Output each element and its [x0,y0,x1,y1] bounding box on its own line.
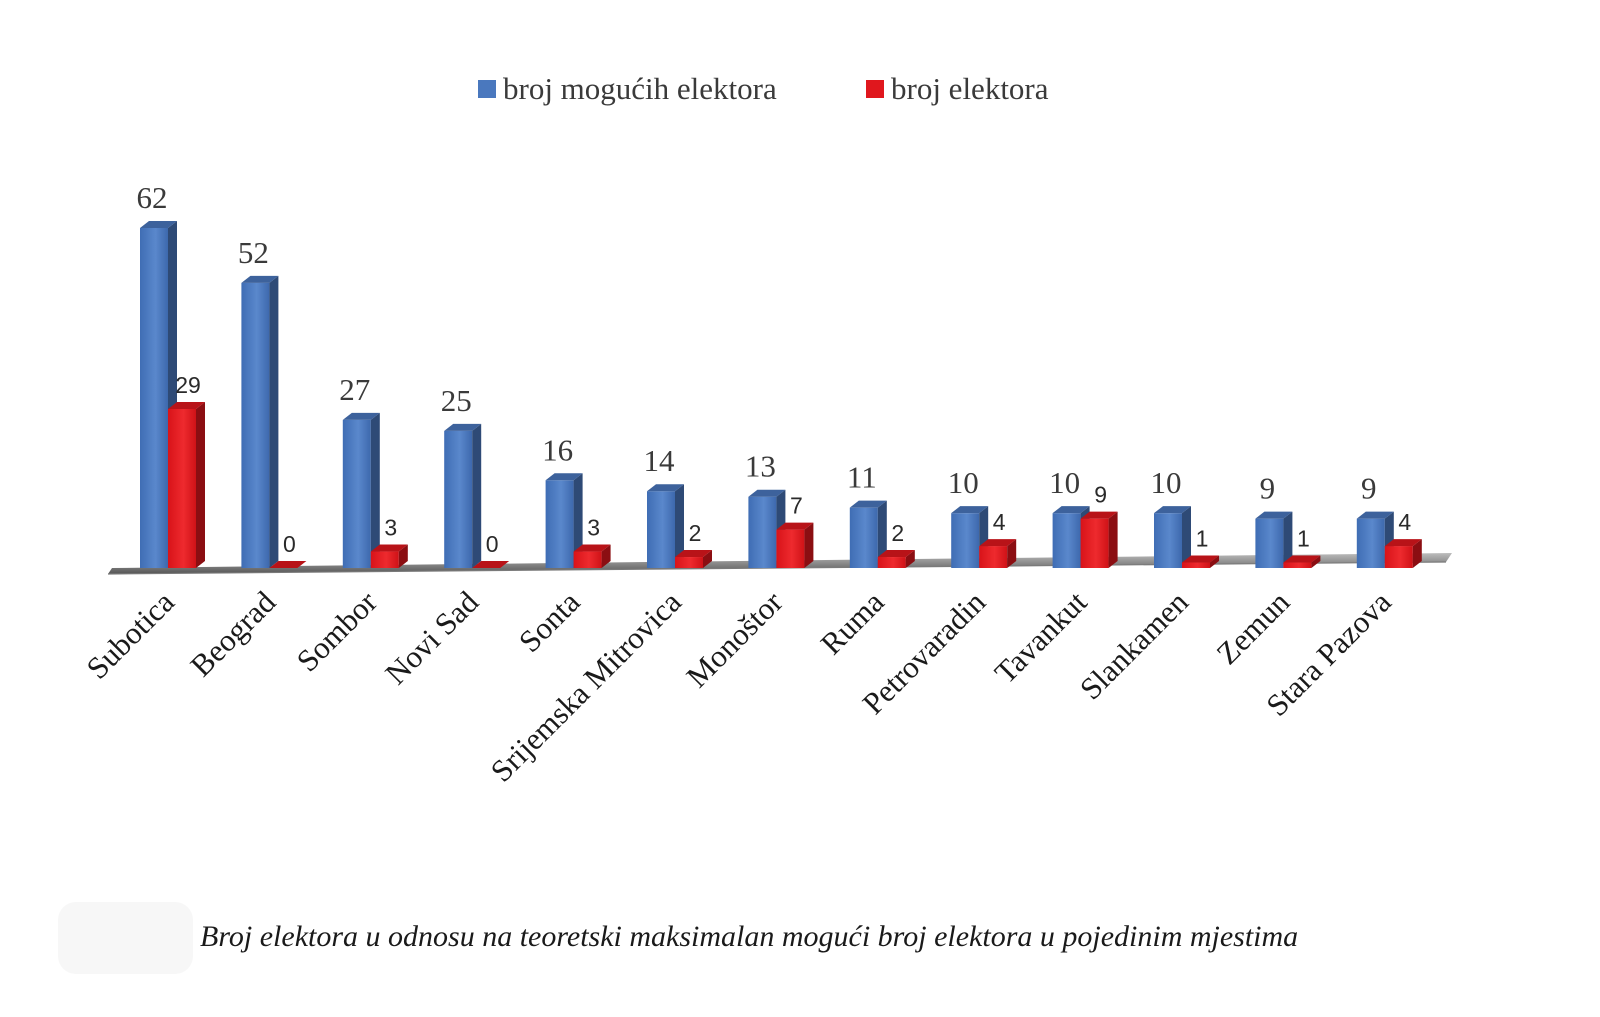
category-label-3: Novi Sad [378,584,485,691]
bar-possible-11 [1255,511,1293,568]
value-label-possible-12: 9 [1361,471,1377,506]
bar-actual-8 [979,539,1017,568]
value-label-actual-5: 2 [689,520,702,546]
legend-label-0: broj mogućih elektora [503,71,777,106]
value-label-possible-5: 14 [644,443,676,478]
legend: broj mogućih elektora broj elektora [478,71,1049,106]
value-label-possible-7: 11 [847,460,877,495]
category-label-4: Sonta [512,584,587,659]
value-label-actual-0: 29 [175,372,201,398]
value-label-actual-7: 2 [891,520,904,546]
bar-possible-2 [342,412,380,568]
value-label-actual-12: 4 [1398,509,1411,535]
legend-swatch-1 [866,80,884,98]
value-label-possible-9: 10 [1049,465,1080,500]
value-label-possible-0: 62 [137,180,168,215]
value-label-actual-11: 1 [1297,526,1310,552]
bar-possible-1 [241,275,279,568]
legend-label-1: broj elektora [891,71,1049,106]
bar-possible-5 [647,484,684,568]
value-label-possible-6: 13 [745,449,776,484]
category-label-5: Srijemska Mitrovica [484,584,689,789]
value-label-possible-8: 10 [948,465,979,500]
value-label-possible-11: 9 [1260,471,1276,506]
bar-actual-11 [1283,555,1321,568]
bar-actual-2 [370,544,408,568]
category-label-10: Slankamen [1073,584,1196,707]
bar-possible-4 [545,473,583,568]
bar-actual-7 [877,550,915,568]
value-label-possible-1: 52 [238,235,269,270]
bar-actual-9 [1080,511,1118,568]
value-label-actual-6: 7 [790,493,803,519]
bar-possible-10 [1154,506,1191,568]
value-label-actual-8: 4 [993,509,1006,535]
value-label-actual-2: 3 [384,515,397,541]
bar-possible-3 [444,423,482,568]
bar-actual-0 [168,401,205,568]
bar-possible-7 [849,500,887,568]
value-label-actual-3: 0 [486,531,499,557]
bar-actual-5 [675,550,712,568]
category-label-2: Sombor [290,584,385,679]
bar-actual-3 [472,561,510,568]
bar-actual-12 [1384,539,1422,568]
category-label-6: Monoštor [679,584,789,694]
category-label-9: Tavankut [988,584,1094,690]
value-label-actual-1: 0 [283,531,296,557]
value-label-actual-4: 3 [587,515,600,541]
legend-swatch-0 [478,80,496,98]
category-label-0: Subotica [79,584,181,686]
category-label-1: Beograd [183,584,282,683]
value-label-possible-10: 10 [1151,465,1182,500]
bar-actual-1 [269,561,307,568]
value-label-actual-10: 1 [1196,526,1209,552]
value-label-possible-4: 16 [542,432,573,467]
figure-caption: Broj elektora u odnosu na teoretski maks… [200,920,1299,953]
bar-actual-6 [776,522,814,568]
value-label-possible-3: 25 [441,383,472,418]
bar-actual-10 [1182,555,1219,568]
caption-smudge [58,902,193,974]
bar-chart: broj mogućih elektora broj elektora 62295… [79,71,1452,789]
category-label-7: Ruma [814,584,891,661]
value-label-actual-9: 9 [1094,482,1107,508]
category-label-11: Zemun [1210,584,1297,671]
bar-actual-4 [573,544,611,568]
value-label-possible-2: 27 [339,372,370,407]
